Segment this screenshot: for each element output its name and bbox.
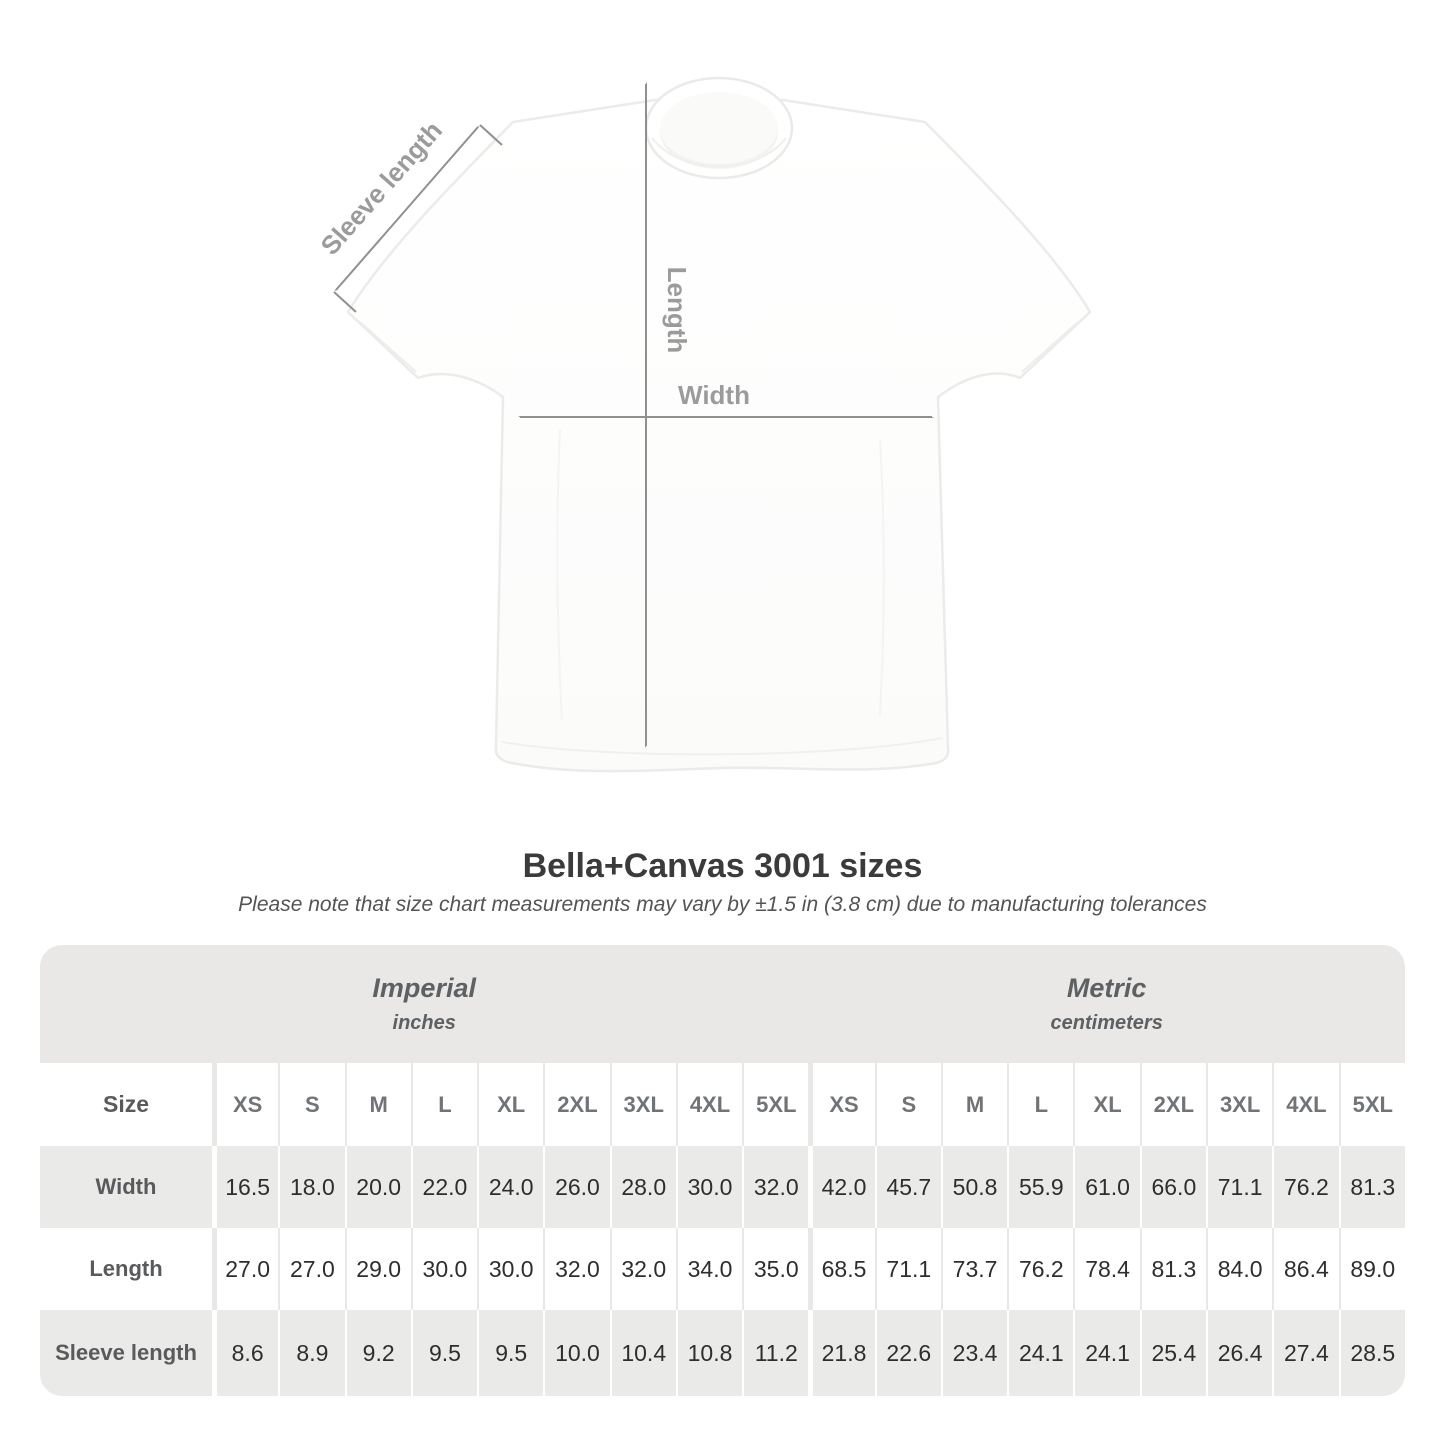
table-cell: 27.0 — [212, 1228, 279, 1310]
table-cell: 30.0 — [410, 1228, 478, 1310]
table-cell: 61.0 — [1073, 1146, 1140, 1228]
table-cell: 76.2 — [1272, 1146, 1339, 1228]
tshirt-diagram-svg: Sleeve length Length Width — [314, 76, 1092, 773]
table-cell: 22.0 — [410, 1146, 478, 1228]
table-cell: 35.0 — [742, 1228, 809, 1310]
table-cell: 30.0 — [477, 1228, 544, 1310]
size-header: 2XL — [543, 1063, 610, 1146]
table-cell: 32.0 — [742, 1146, 809, 1228]
table-cell: 23.4 — [940, 1310, 1008, 1396]
table-cell: 76.2 — [1007, 1228, 1074, 1310]
size-header: 5XL — [1338, 1063, 1405, 1146]
tolerance-note: Please note that size chart measurements… — [238, 893, 1207, 916]
table-cell: 9.5 — [477, 1310, 544, 1396]
table-cell: 32.0 — [609, 1228, 676, 1310]
size-header: 3XL — [1205, 1063, 1273, 1146]
table-cell: 11.2 — [742, 1310, 809, 1396]
table-cell: 27.0 — [278, 1228, 345, 1310]
metric-label: Metric — [1066, 973, 1147, 1003]
table-cell: 10.0 — [543, 1310, 610, 1396]
table-cell: 8.6 — [212, 1310, 279, 1396]
sleeve-arrow-tick-bottom — [333, 291, 357, 313]
table-cell: 21.8 — [808, 1310, 875, 1396]
imperial-unit-label: inches — [392, 1012, 456, 1034]
table-cell: 50.8 — [940, 1146, 1008, 1228]
row-label-length: Length — [40, 1228, 212, 1310]
table-cell: 68.5 — [808, 1228, 875, 1310]
sleeve-arrow-tick-top — [479, 124, 503, 146]
size-header: S — [278, 1063, 345, 1146]
metric-unit-label: centimeters — [1050, 1012, 1163, 1034]
table-cell: 20.0 — [344, 1146, 411, 1228]
table-cell: 24.1 — [1073, 1310, 1140, 1396]
size-header: 3XL — [609, 1063, 676, 1146]
length-label: Length — [662, 267, 692, 354]
size-header: L — [410, 1063, 478, 1146]
table-cell: 73.7 — [940, 1228, 1008, 1310]
size-header: S — [874, 1063, 941, 1146]
tshirt-illustration — [346, 76, 1092, 773]
table-cell: 81.3 — [1139, 1228, 1206, 1310]
width-row: Width 16.5 18.0 20.0 22.0 24.0 26.0 28.0… — [40, 1146, 1405, 1228]
table-cell: 28.5 — [1338, 1310, 1405, 1396]
table-cell: 26.4 — [1205, 1310, 1273, 1396]
table-cell: 71.1 — [1205, 1146, 1273, 1228]
size-header: 4XL — [675, 1063, 743, 1146]
size-header: XS — [808, 1063, 875, 1146]
table-cell: 24.1 — [1007, 1310, 1074, 1396]
size-chart-table: Imperial inches Metric centimeters Size … — [40, 945, 1405, 1396]
sleeve-length-row: Sleeve length 8.6 8.9 9.2 9.5 9.5 10.0 1… — [40, 1310, 1405, 1396]
table-cell: 71.1 — [874, 1228, 941, 1310]
table-cell: 89.0 — [1338, 1228, 1405, 1310]
table-cell: 9.2 — [344, 1310, 411, 1396]
table-cell: 16.5 — [212, 1146, 279, 1228]
table-cell: 8.9 — [278, 1310, 345, 1396]
table-cell: 66.0 — [1139, 1146, 1206, 1228]
size-header: M — [940, 1063, 1008, 1146]
sleeve-length-arrow — [336, 127, 478, 290]
table-cell: 34.0 — [675, 1228, 743, 1310]
width-label: Width — [678, 380, 750, 410]
table-cell: 78.4 — [1073, 1228, 1140, 1310]
table-cell: 25.4 — [1139, 1310, 1206, 1396]
size-column-header: Size — [40, 1063, 212, 1146]
table-cell: 81.3 — [1338, 1146, 1405, 1228]
size-header: M — [344, 1063, 411, 1146]
row-label-width: Width — [40, 1146, 212, 1228]
table-cell: 32.0 — [543, 1228, 610, 1310]
table-cell: 22.6 — [874, 1310, 941, 1396]
table-cell: 27.4 — [1272, 1310, 1339, 1396]
row-label-sleeve-length: Sleeve length — [40, 1310, 212, 1396]
page-title: Bella+Canvas 3001 sizes — [522, 847, 923, 885]
size-header: L — [1007, 1063, 1074, 1146]
imperial-label: Imperial — [372, 973, 476, 1003]
table-cell: 10.4 — [609, 1310, 676, 1396]
size-header: 4XL — [1272, 1063, 1339, 1146]
table-cell: 26.0 — [543, 1146, 610, 1228]
size-header: 5XL — [742, 1063, 809, 1146]
length-row: Length 27.0 27.0 29.0 30.0 30.0 32.0 32.… — [40, 1228, 1405, 1310]
imperial-header-cell: Imperial inches — [40, 945, 809, 1063]
size-header: 2XL — [1139, 1063, 1206, 1146]
size-header: XL — [1073, 1063, 1140, 1146]
table-cell: 28.0 — [609, 1146, 676, 1228]
table-cell: 18.0 — [278, 1146, 345, 1228]
table-cell: 84.0 — [1205, 1228, 1273, 1310]
table-cell: 42.0 — [808, 1146, 875, 1228]
table-cell: 30.0 — [675, 1146, 743, 1228]
table-cell: 24.0 — [477, 1146, 544, 1228]
size-header: XS — [212, 1063, 279, 1146]
size-header-row: Size XS S M L XL 2XL 3XL 4XL 5XL XS S M … — [40, 1063, 1405, 1146]
table-cell: 86.4 — [1272, 1228, 1339, 1310]
table-cell: 55.9 — [1007, 1146, 1074, 1228]
table-cell: 45.7 — [874, 1146, 941, 1228]
table-cell: 9.5 — [410, 1310, 478, 1396]
table-cell: 10.8 — [675, 1310, 743, 1396]
metric-header-cell: Metric centimeters — [808, 945, 1405, 1063]
unit-header-row: Imperial inches Metric centimeters — [40, 945, 1405, 1063]
tshirt-measurement-diagram: Sleeve length Length Width — [314, 76, 1092, 773]
table-cell: 29.0 — [344, 1228, 411, 1310]
size-header: XL — [477, 1063, 544, 1146]
